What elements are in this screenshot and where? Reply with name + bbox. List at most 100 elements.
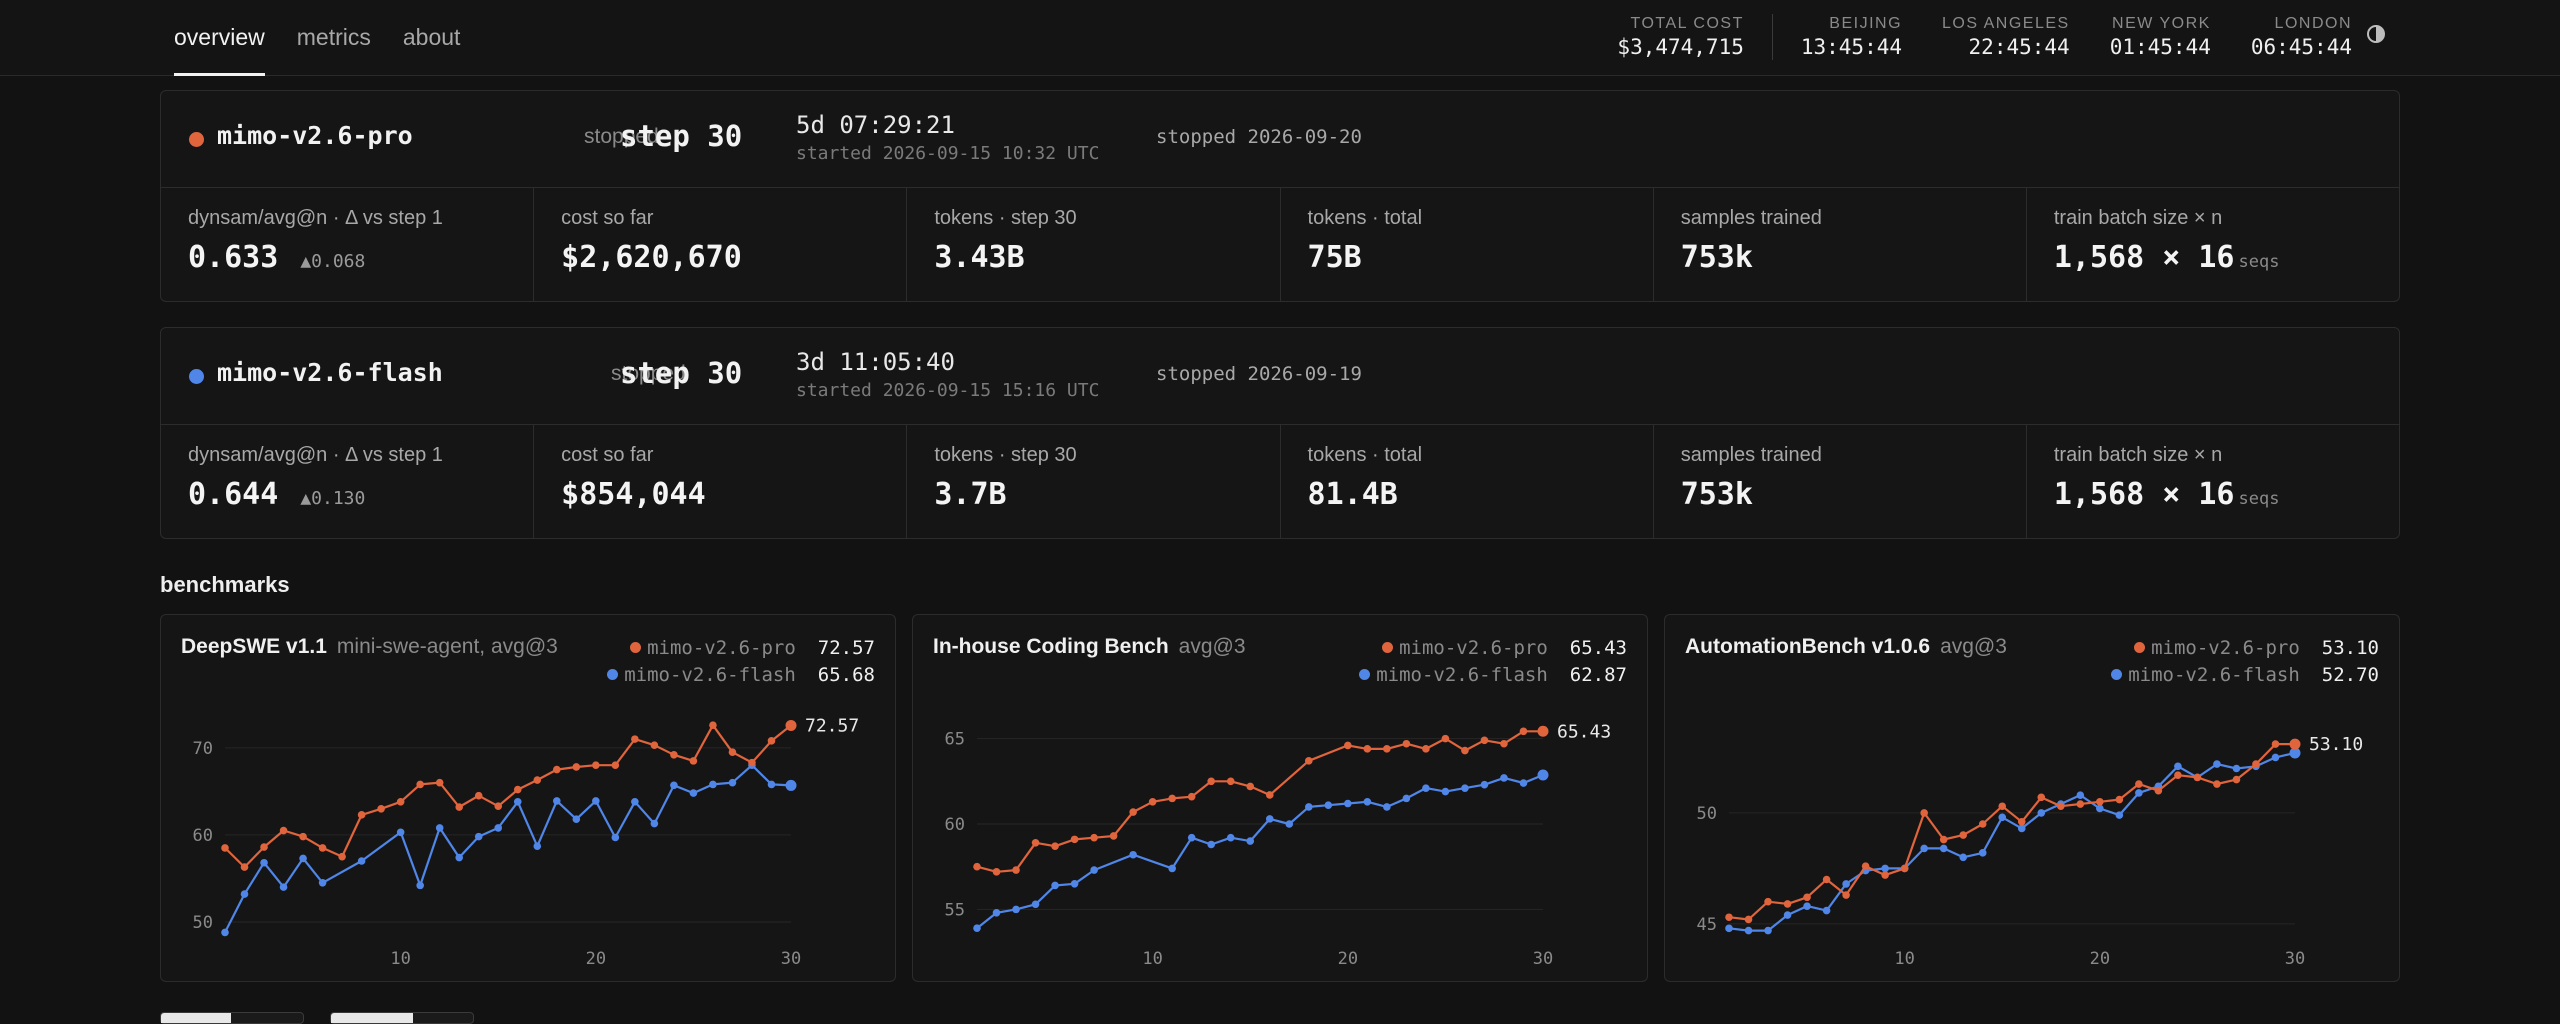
data-point [1783, 911, 1792, 919]
data-point [1939, 835, 1948, 844]
data-point [2232, 764, 2241, 773]
metric-value: 0.633 [188, 240, 279, 275]
legend-item[interactable]: mimo-v2.6-pro 72.57 [607, 634, 875, 661]
chart-legend: mimo-v2.6-pro 53.10 mimo-v2.6-flash 52.70 [2111, 634, 2379, 688]
data-point [513, 798, 522, 806]
clock-time: 13:45:44 [1800, 35, 1903, 59]
clock-time: 01:45:44 [2109, 35, 2211, 59]
clock-london: LONDON 06:45:44 [2251, 14, 2352, 60]
top-bar: overview metrics about TOTAL COST $3,474… [0, 0, 2560, 76]
chart-svg: 50 60 70 10 20 30 72.57 [193, 715, 860, 969]
data-point [1363, 798, 1372, 806]
chart-svg: 55 60 65 10 20 30 65.43 [945, 721, 1612, 969]
data-point [2289, 738, 2301, 750]
data-point [1304, 803, 1313, 811]
metric-value: 1,568 × 16 [2053, 240, 2235, 275]
data-point [435, 824, 444, 832]
metric-value: 0.644 [188, 477, 279, 512]
chart-subtitle: avg@3 [1178, 635, 1246, 658]
data-point [396, 798, 405, 806]
run-status: stopped [584, 125, 659, 148]
data-point [2154, 786, 2163, 795]
data-point [533, 776, 542, 784]
x-tick-label: 30 [2285, 949, 2305, 969]
data-point [513, 785, 522, 794]
data-point [1304, 757, 1313, 765]
series-line [224, 764, 792, 933]
data-point [416, 780, 424, 789]
data-point [1226, 833, 1235, 842]
series-line [976, 773, 1544, 930]
data-point [1744, 915, 1753, 924]
legend-item[interactable]: mimo-v2.6-flash 65.68 [607, 661, 875, 688]
chart-card-inhouse: 55 60 65 10 20 30 65.43 In-house Coding Bench a… [912, 614, 1648, 982]
data-point [650, 741, 659, 750]
data-point [221, 844, 229, 852]
segmented-toggle[interactable] [160, 1012, 304, 1024]
metric-score: dynsam/avg@n · Δ vs step 1 0.633 ▲0.068 [161, 188, 535, 302]
total-cost-value: $3,474,715 [1617, 35, 1744, 59]
tab-about[interactable]: about [402, 24, 461, 50]
data-point [1978, 849, 1987, 857]
data-point [1422, 784, 1430, 792]
run-header: mimo-v2.6-flash stopped step 30 3d 11:05… [161, 328, 2399, 425]
series-line [1728, 751, 2296, 932]
data-point [992, 868, 1001, 876]
data-point [1959, 853, 1968, 862]
data-point [2271, 753, 2280, 762]
data-point [1109, 832, 1118, 840]
data-point [2096, 798, 2104, 806]
data-point [1031, 900, 1040, 909]
data-point [1324, 801, 1333, 810]
status-dot [189, 369, 204, 384]
legend-item[interactable]: mimo-v2.6-pro 65.43 [1359, 634, 1627, 661]
data-point [1500, 739, 1508, 748]
run-name: mimo-v2.6-pro [217, 121, 413, 150]
metric-label: cost so far [561, 207, 654, 229]
data-point [1168, 864, 1176, 873]
clock-new-york: NEW YORK 01:45:44 [2110, 14, 2211, 60]
clock-label: LONDON [2274, 15, 2352, 32]
data-point [1031, 838, 1040, 847]
tab-overview[interactable]: overview [174, 0, 265, 76]
data-point [1861, 862, 1870, 870]
data-point [2037, 793, 2046, 802]
legend-value: 65.43 [1569, 636, 1627, 659]
data-point [2271, 740, 2280, 748]
data-point [1246, 837, 1255, 845]
series-line [224, 724, 792, 869]
segment-active[interactable] [331, 1013, 413, 1023]
data-point [416, 881, 424, 890]
legend-value: 53.10 [2321, 636, 2379, 659]
metric-tokens-step: tokens · step 30 3.43B [907, 188, 1281, 302]
metric-label: samples trained [1680, 207, 1822, 229]
metric-label: tokens · step 30 [934, 444, 1077, 466]
end-value-label: 72.57 [805, 715, 859, 736]
legend-item[interactable]: mimo-v2.6-flash 52.70 [2111, 661, 2379, 688]
data-point [1822, 906, 1831, 915]
data-point [785, 779, 797, 791]
data-point [2213, 760, 2221, 768]
data-point [1129, 808, 1137, 816]
half-circle-icon[interactable] [2364, 22, 2388, 46]
clock-beijing: BEIJING 13:45:44 [1801, 14, 1902, 60]
legend-item[interactable]: mimo-v2.6-pro 53.10 [2111, 634, 2379, 661]
tab-metrics[interactable]: metrics [296, 24, 371, 50]
segmented-toggle[interactable] [330, 1012, 474, 1024]
data-point [1978, 820, 1987, 828]
data-point [1881, 864, 1889, 873]
data-point [1285, 820, 1294, 828]
legend-item[interactable]: mimo-v2.6-flash 62.87 [1359, 661, 1627, 688]
metric-samples: samples trained 753k [1654, 425, 2027, 539]
data-point [611, 761, 620, 770]
end-value-label: 53.10 [2309, 734, 2363, 755]
data-point [357, 857, 366, 865]
data-point [1441, 787, 1450, 796]
metric-delta: ▲0.068 [300, 251, 366, 272]
data-point [2076, 800, 2085, 808]
metric-tokens-total: tokens · total 75B [1281, 188, 1654, 302]
data-point [973, 862, 981, 871]
data-point [1725, 924, 1733, 933]
series-line [976, 730, 1543, 873]
segment-active[interactable] [161, 1013, 231, 1023]
